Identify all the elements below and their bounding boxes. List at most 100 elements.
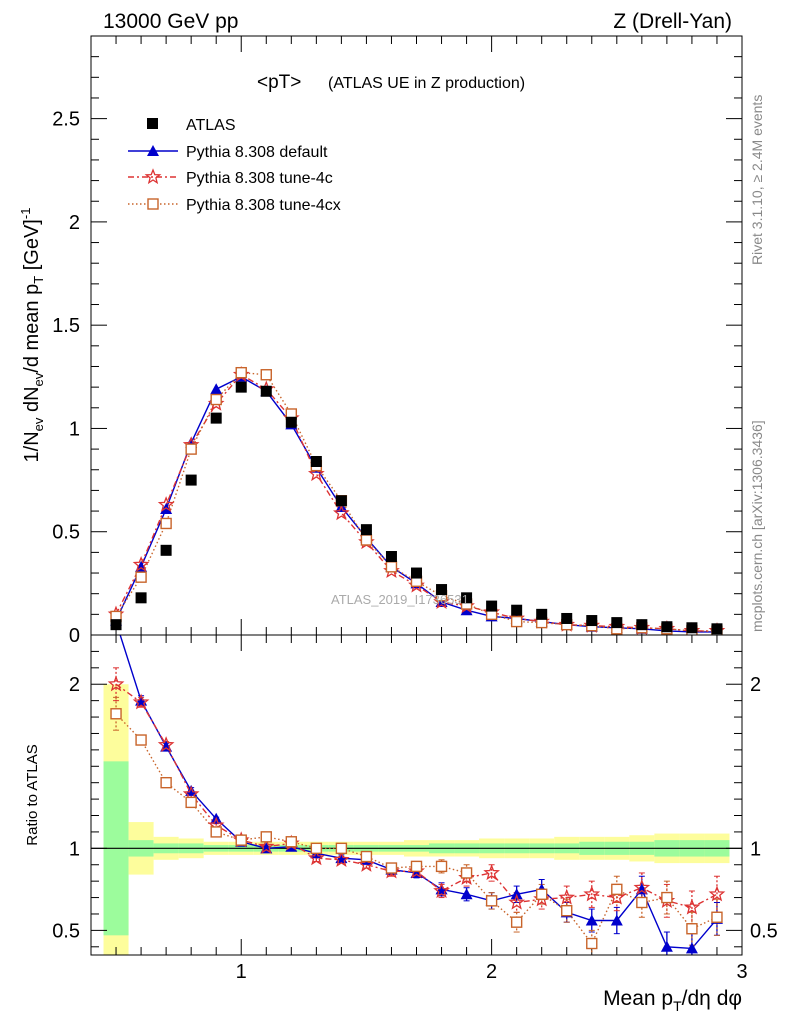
legend-label-default: Pythia 8.308 default — [186, 144, 328, 161]
ratio-point-2 — [260, 831, 272, 843]
series-point-1 — [210, 383, 223, 395]
series-point-2 — [333, 504, 350, 521]
atlas-data-point — [135, 592, 147, 604]
ratio-point-2 — [110, 708, 122, 720]
ratio-point-0 — [685, 942, 698, 954]
series-point-3 — [185, 443, 197, 455]
atlas-data-point — [260, 385, 272, 397]
legend-item-tune4c: Pythia 8.308 tune-4c — [128, 168, 333, 187]
atlas-data-point — [385, 551, 397, 563]
ratio-point-2 — [335, 842, 348, 855]
legend-item-default: Pythia 8.308 default — [128, 144, 328, 161]
ratio-point-1 — [358, 855, 375, 872]
y-tick-label-ratio: 0.5 — [52, 920, 80, 942]
atlas-data-point — [411, 567, 422, 579]
atlas-data-point — [310, 455, 322, 467]
x-tick-label: 3 — [736, 961, 747, 983]
ratio-point-0 — [510, 888, 523, 900]
ratio-line-0 — [119, 635, 718, 950]
ratio-point-2 — [535, 888, 548, 900]
series-point-3 — [360, 534, 373, 546]
atlas-data-point — [285, 416, 297, 428]
legend-label-atlas: ATLAS — [186, 117, 236, 134]
ratio-point-1 — [583, 885, 601, 902]
atlas-data-point — [486, 600, 498, 612]
legend-marker-tune4cx — [147, 198, 159, 210]
y-tick-label-main: 1.5 — [52, 315, 80, 337]
atlas-data-point — [461, 592, 473, 604]
atlas-data-point — [511, 604, 523, 616]
legend-marker-default — [147, 145, 159, 156]
ratio-point-1 — [132, 693, 150, 710]
ratio-point-2 — [460, 867, 473, 879]
ratio-panel: 1 2 30.5 0.51 12 2 — [52, 634, 778, 983]
main-axis-ticks: 0 0.5 1 1.5 2 2.5 — [52, 36, 743, 647]
header-left: 13000 GeV pp — [103, 10, 238, 33]
series-point-2 — [157, 496, 175, 512]
analysis-watermark: ATLAS_2019_I1736531 — [331, 592, 469, 607]
legend-marker-atlas — [147, 118, 158, 129]
atlas-data-point — [686, 622, 698, 634]
atlas-data-point — [536, 608, 548, 620]
ratio-point-2 — [711, 911, 723, 923]
legend: ATLAS Pythia 8.308 default Pythia 8.308 … — [128, 117, 341, 214]
series-point-2 — [307, 465, 325, 482]
atlas-data-point — [235, 381, 247, 393]
ratio-point-1 — [107, 675, 125, 692]
ratio-point-1 — [483, 864, 500, 881]
ratio-point-2 — [611, 883, 623, 896]
y-tick-label-main: 1 — [69, 418, 80, 440]
atlas-data-point — [711, 623, 723, 635]
x-tick-label: 1 — [236, 961, 247, 983]
atlas-data-point — [110, 619, 122, 631]
series-point-3 — [235, 366, 247, 379]
ratio-point-1 — [558, 888, 576, 905]
ratio-y-axis-label: Ratio to ATLAS — [24, 744, 41, 845]
ratio-point-2 — [360, 850, 373, 863]
ratio-point-0 — [460, 888, 473, 900]
ratio-point-2 — [160, 776, 172, 789]
ratio-point-1 — [708, 885, 726, 902]
ratio-point-0 — [660, 940, 673, 952]
legend-marker-tune4c — [144, 168, 162, 185]
atlas-data-point — [160, 544, 172, 556]
atlas-data-point — [636, 619, 648, 631]
y-tick-label-ratio-right: 2 — [750, 674, 761, 696]
atlas-data-point — [586, 615, 598, 627]
ratio-point-2 — [210, 826, 222, 838]
ratio-point-1 — [633, 878, 651, 895]
series-point-2 — [132, 556, 150, 572]
ratio-point-2 — [135, 734, 147, 746]
ratio-point-1 — [683, 898, 701, 915]
ratio-point-2 — [510, 916, 523, 928]
series-point-3 — [160, 517, 172, 530]
y-tick-label-ratio-right: 1 — [750, 838, 761, 860]
rivet-label: Rivet 3.1.10, ≥ 2.4M events — [749, 95, 765, 265]
ratio-point-0 — [610, 914, 623, 926]
main-y-axis-label: 1/Nev dNev/d mean pT [GeV]-1 — [18, 208, 46, 463]
series-point-3 — [260, 369, 272, 381]
ratio-point-1 — [332, 850, 350, 867]
ratio-series — [107, 635, 726, 955]
atlas-data-point — [335, 495, 347, 507]
ratio-point-2 — [410, 860, 423, 873]
atlas-data-point — [561, 612, 573, 624]
ratio-axis-ticks: 1 2 30.5 0.51 12 2 — [52, 635, 778, 983]
ratio-frame — [90, 634, 743, 956]
x-axis-label: Mean pT/dη dφ — [603, 987, 742, 1014]
main-panel: 0 0.5 1 1.5 2 2.5 <pT> (ATLAS UE in Z product… — [52, 35, 743, 647]
ratio-point-0 — [585, 914, 598, 926]
legend-item-atlas: ATLAS — [147, 117, 236, 134]
ratio-point-2 — [435, 860, 448, 873]
y-tick-label-main: 0.5 — [52, 522, 80, 544]
ratio-uncertainty-bands — [91, 684, 742, 955]
ratio-point-1 — [433, 882, 450, 899]
ratio-point-1 — [608, 888, 626, 905]
atlas-data-point — [661, 621, 673, 633]
atlas-data-point — [436, 584, 448, 596]
y-tick-label-ratio-right: 0.5 — [750, 920, 778, 942]
ratio-point-1 — [307, 849, 325, 866]
series-point-3 — [510, 615, 523, 628]
legend-label-tune4c: Pythia 8.308 tune-4c — [186, 170, 333, 187]
